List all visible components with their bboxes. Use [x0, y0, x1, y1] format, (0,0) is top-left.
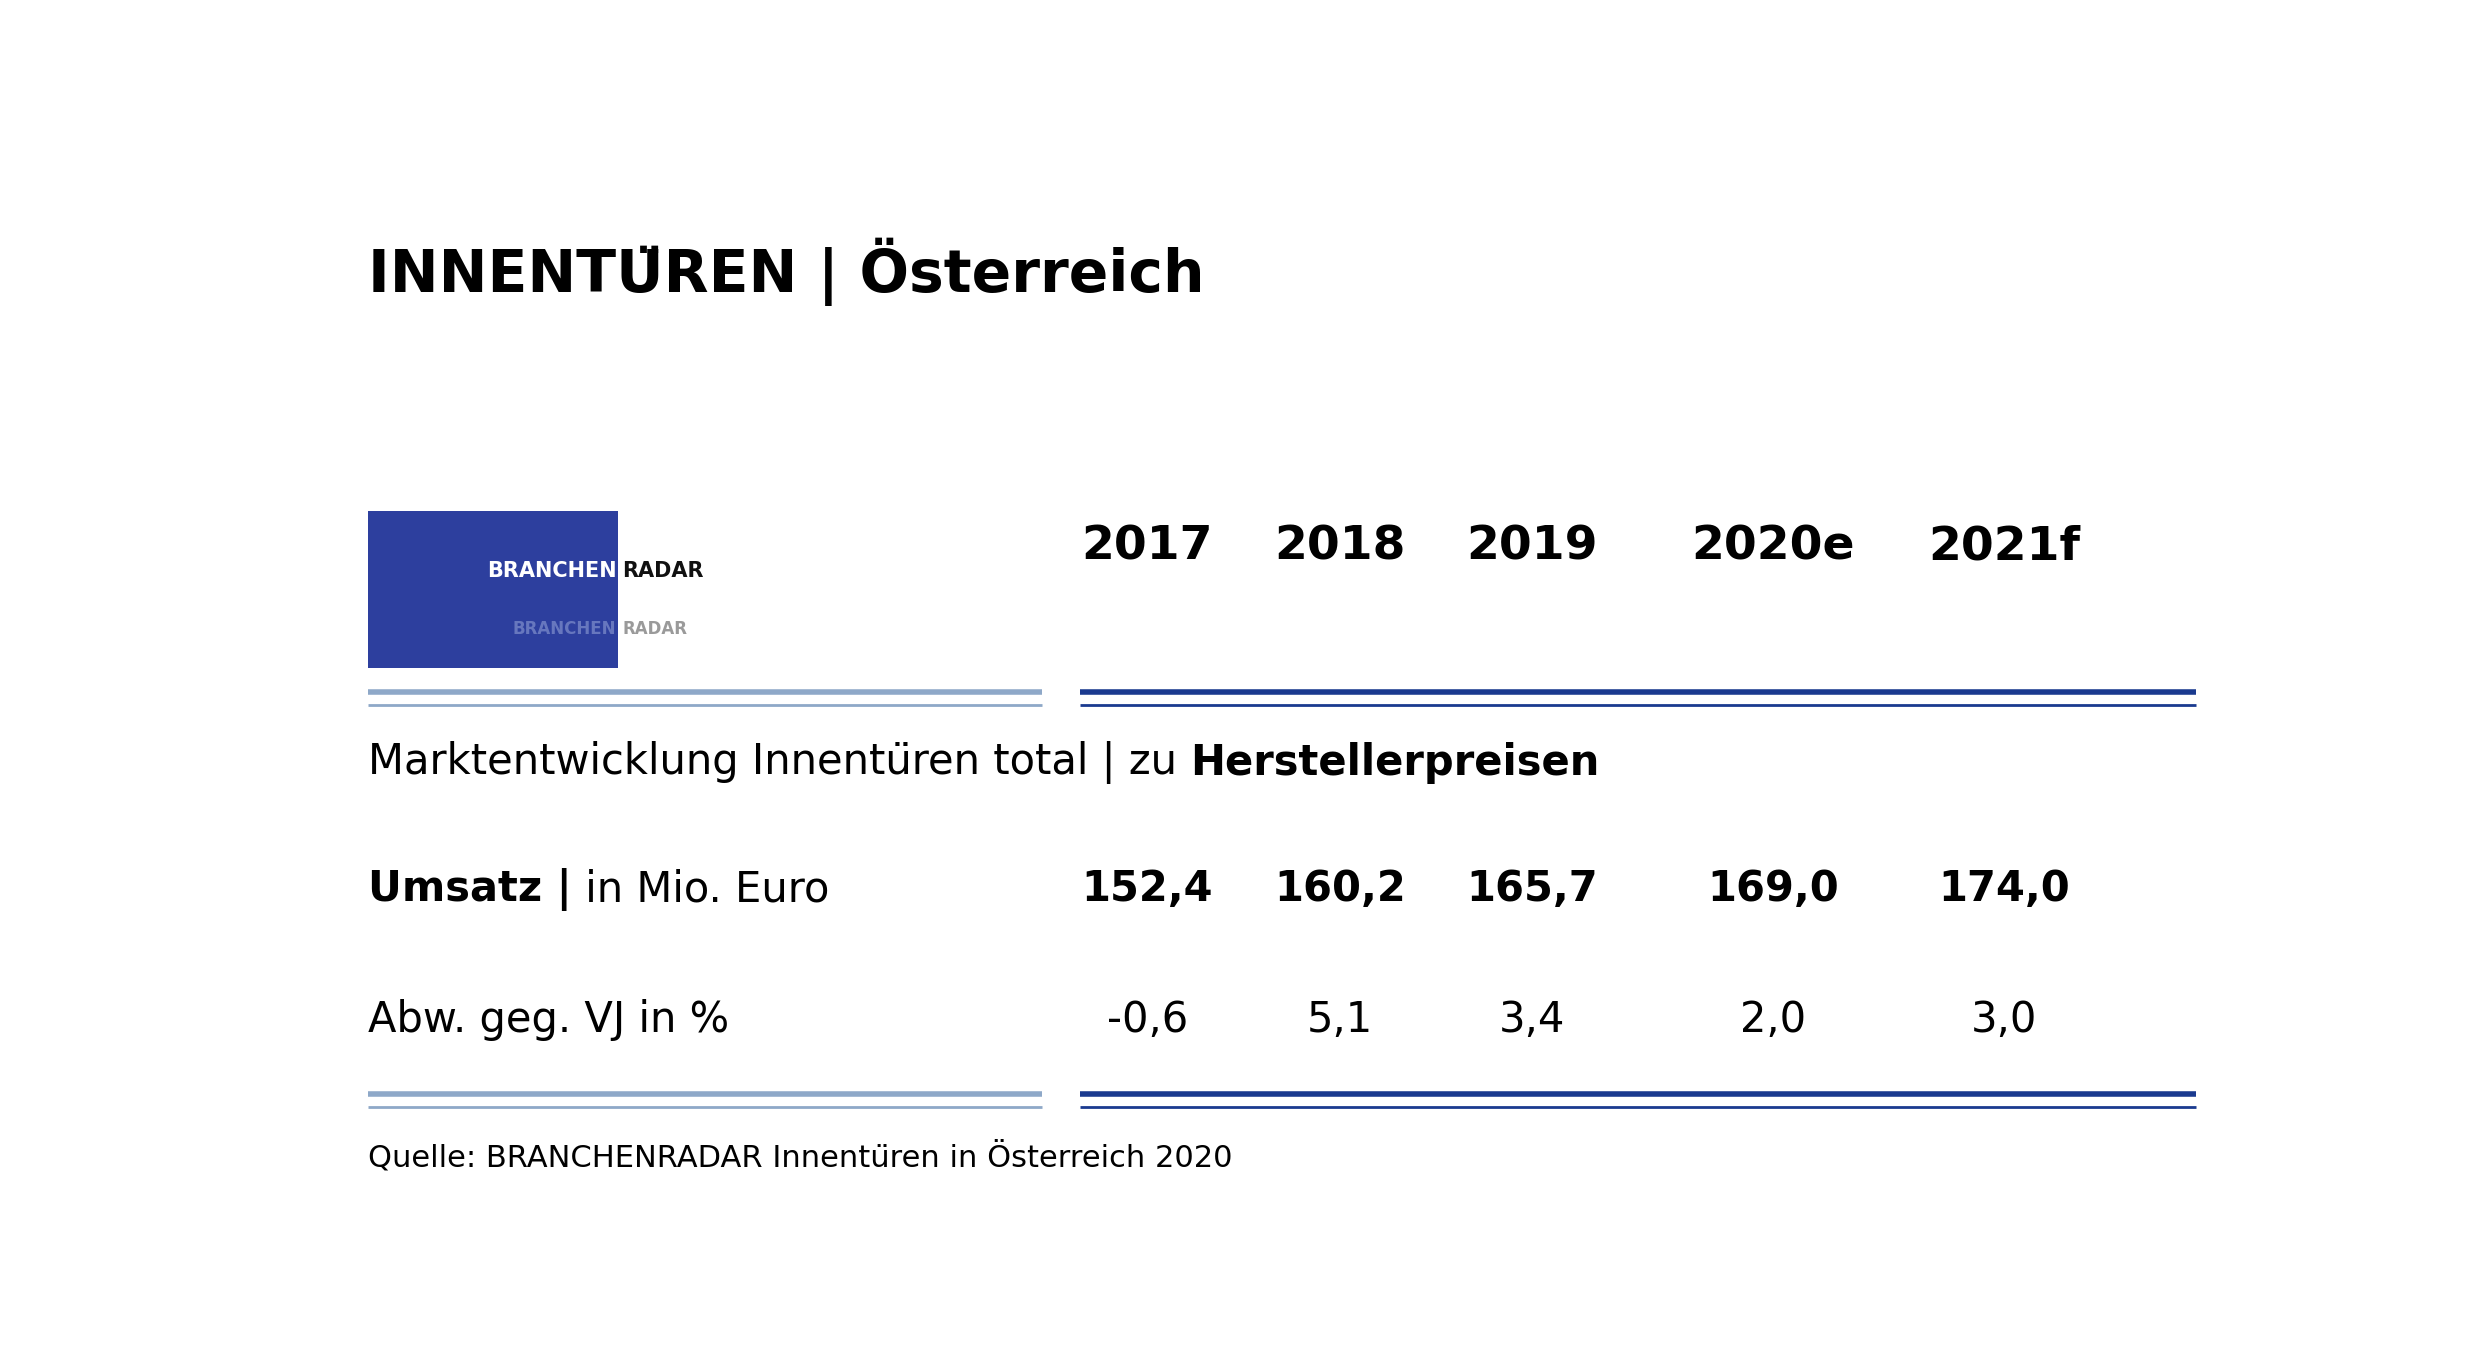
Text: in Mio. Euro: in Mio. Euro [571, 868, 829, 910]
Text: 174,0: 174,0 [1937, 868, 2071, 910]
Text: 2020e: 2020e [1691, 526, 1855, 571]
Text: BRANCHEN: BRANCHEN [487, 561, 616, 580]
Text: 2021f: 2021f [1927, 526, 2081, 571]
Text: 2018: 2018 [1274, 526, 1405, 571]
Text: 3,4: 3,4 [1500, 999, 1564, 1041]
Text: Herstellerpreisen: Herstellerpreisen [1189, 743, 1599, 784]
Text: Umsatz |: Umsatz | [367, 868, 571, 910]
Text: 2019: 2019 [1467, 526, 1599, 571]
Text: 5,1: 5,1 [1306, 999, 1373, 1041]
Text: INNENTÜREN | Österreich: INNENTÜREN | Österreich [367, 238, 1204, 306]
Text: 3,0: 3,0 [1972, 999, 2036, 1041]
Text: Abw. geg. VJ in %: Abw. geg. VJ in % [367, 999, 730, 1041]
Text: 2017: 2017 [1083, 526, 1214, 571]
Text: Marktentwicklung Innentüren total | zu: Marktentwicklung Innentüren total | zu [367, 741, 1189, 785]
Text: 160,2: 160,2 [1274, 868, 1405, 910]
Text: -0,6: -0,6 [1107, 999, 1187, 1041]
Text: RADAR: RADAR [623, 620, 688, 637]
Text: 152,4: 152,4 [1083, 868, 1214, 910]
Text: 2,0: 2,0 [1741, 999, 1805, 1041]
Text: RADAR: RADAR [623, 561, 703, 580]
Text: BRANCHEN: BRANCHEN [514, 620, 616, 637]
Text: 169,0: 169,0 [1706, 868, 1840, 910]
FancyBboxPatch shape [367, 511, 618, 669]
Text: 165,7: 165,7 [1467, 868, 1599, 910]
Text: Quelle: BRANCHENRADAR Innentüren in Österreich 2020: Quelle: BRANCHENRADAR Innentüren in Öst… [367, 1141, 1232, 1173]
